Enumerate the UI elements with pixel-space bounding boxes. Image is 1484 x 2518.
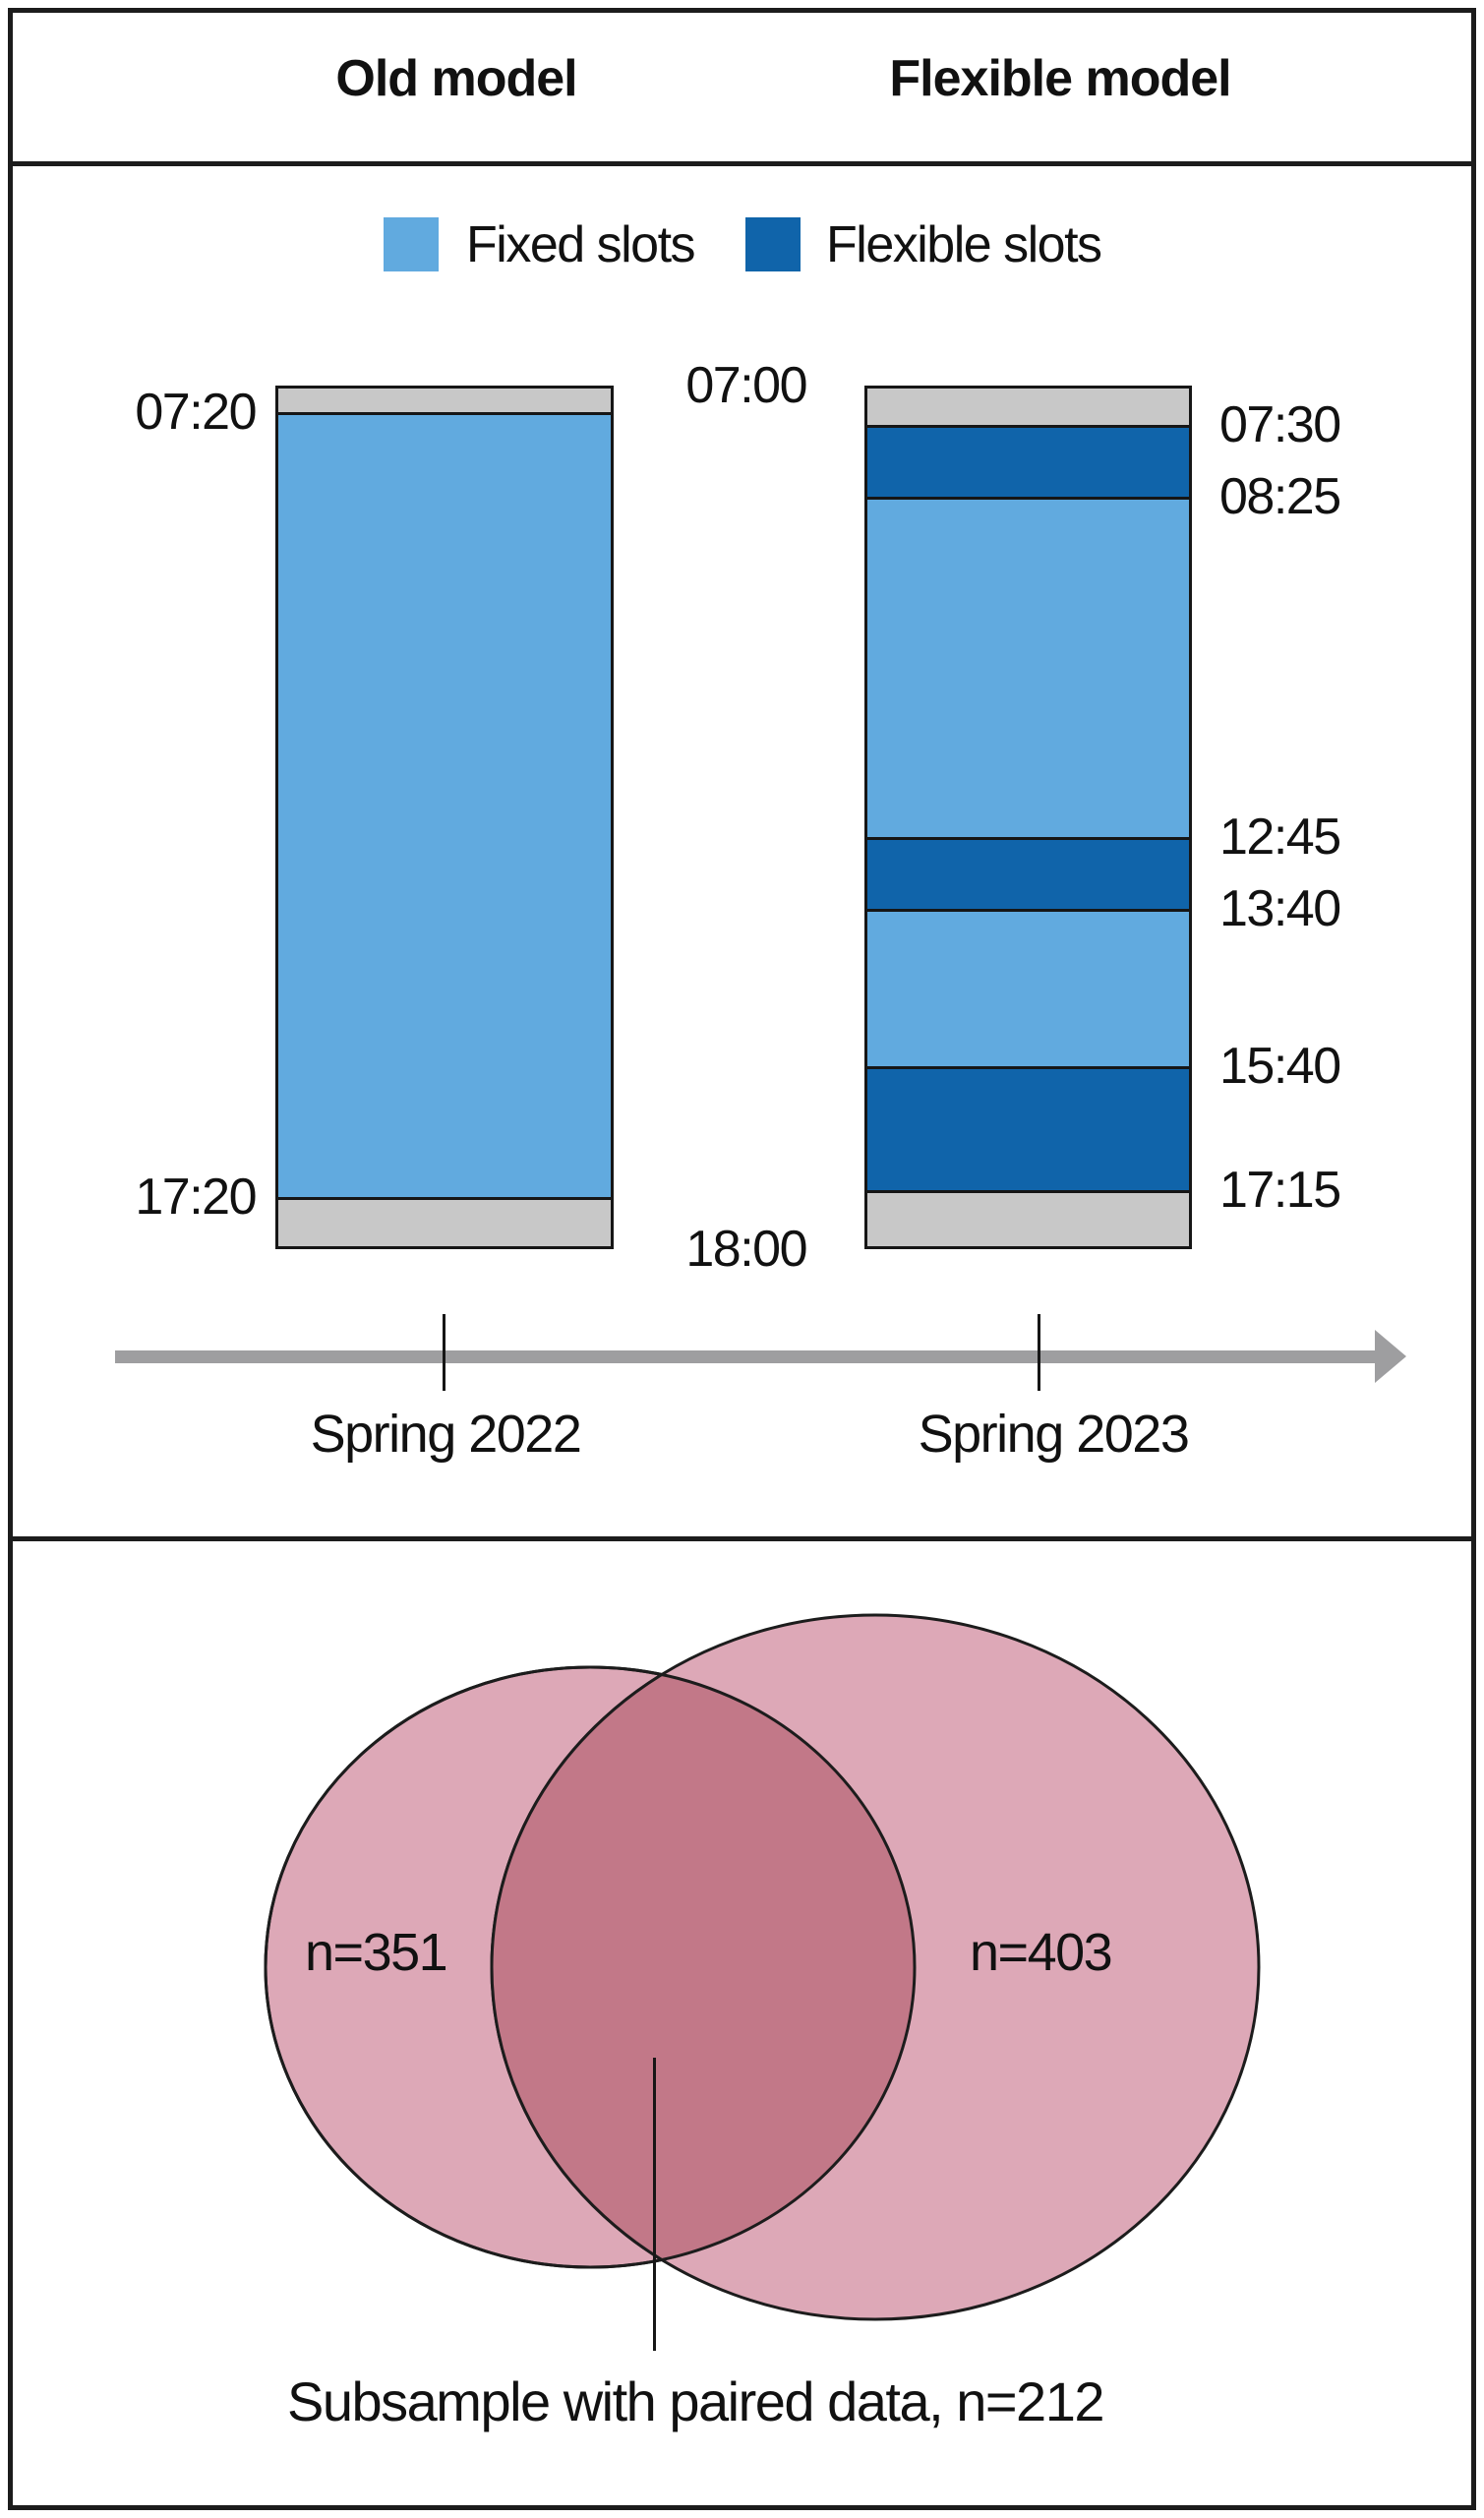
axis-label-spring-2023: Spring 2023 — [918, 1405, 1190, 1464]
bar-segment-flexible-model-flexible-1540 — [864, 1065, 1192, 1191]
legend-swatch-flexible-slots — [745, 217, 801, 271]
axis-label-spring-2022: Spring 2022 — [310, 1405, 582, 1464]
panel-divider — [8, 1536, 1476, 1541]
venn-intersection-region — [490, 1667, 915, 2267]
bar-segment-flexible-model-fixed-0825 — [864, 497, 1192, 837]
legend-swatch-fixed-slots — [384, 217, 439, 271]
bar-segment-old-model-fixed-0720 — [275, 411, 614, 1197]
legend-label-fixed-slots: Fixed slots — [466, 216, 696, 273]
bar-segment-old-model-closed-1720 — [275, 1196, 614, 1249]
time-label-07-00: 07:00 — [685, 357, 807, 414]
venn-circle-left-outline — [264, 1665, 917, 2269]
timeline-tick-spring-2022 — [443, 1314, 445, 1391]
bar-segment-flexible-model-fixed-1340 — [864, 909, 1192, 1066]
time-label-13-40: 13:40 — [1219, 880, 1341, 938]
time-label-07-30: 07:30 — [1219, 395, 1341, 453]
venn-set-label-n-403: n=403 — [970, 1923, 1113, 1982]
column-title-old-model: Old model — [335, 50, 577, 107]
bar-segment-flexible-model-closed-0700 — [864, 386, 1192, 425]
column-title-flexible-model: Flexible model — [889, 50, 1231, 107]
bar-segment-flexible-model-flexible-0730 — [864, 424, 1192, 498]
time-label-07-20: 07:20 — [135, 383, 257, 441]
time-label-12-45: 12:45 — [1219, 808, 1341, 866]
time-label-08-25: 08:25 — [1219, 468, 1341, 526]
timeline-tick-spring-2023 — [1038, 1314, 1040, 1391]
timeline-axis-line — [115, 1350, 1377, 1363]
venn-callout-line — [653, 2058, 656, 2351]
timeline-arrowhead-icon — [1375, 1330, 1406, 1383]
bar-segment-old-model-closed-0700 — [275, 386, 614, 412]
venn-intersection-caption: Subsample with paired data, n=212 — [287, 2370, 1104, 2432]
legend-label-flexible-slots: Flexible slots — [826, 216, 1102, 273]
venn-set-label-n-351: n=351 — [305, 1923, 448, 1982]
bar-segment-flexible-model-flexible-1245 — [864, 836, 1192, 910]
time-label-17-15: 17:15 — [1219, 1162, 1341, 1220]
time-label-18-00: 18:00 — [685, 1221, 807, 1278]
time-label-15-40: 15:40 — [1219, 1037, 1341, 1095]
time-label-17-20: 17:20 — [135, 1168, 257, 1226]
bar-segment-flexible-model-closed-1715 — [864, 1190, 1192, 1249]
header-divider — [8, 161, 1476, 166]
